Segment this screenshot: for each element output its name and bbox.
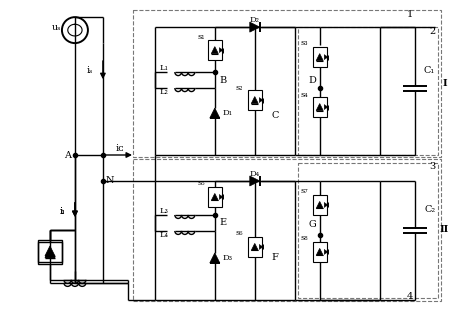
Bar [313,195,327,215]
Text: s₇: s₇ [300,187,308,195]
Polygon shape [211,47,218,53]
Text: uₛ: uₛ [52,23,62,32]
Text: iₛ: iₛ [87,66,93,75]
Text: F: F [271,253,278,262]
Text: L₂: L₂ [160,88,169,96]
Polygon shape [211,193,218,201]
Bar [133,159,440,301]
Text: D₁: D₁ [223,109,233,117]
Text: D: D [309,76,317,85]
Text: N: N [106,176,114,185]
Polygon shape [259,244,263,249]
Bar [38,240,62,262]
Polygon shape [250,176,260,186]
Text: I: I [442,79,447,88]
Text: s₅: s₅ [197,179,205,187]
Text: L₃: L₃ [160,207,169,215]
Text: iₗ: iₗ [59,207,65,216]
Polygon shape [259,98,263,103]
Text: D₃: D₃ [223,254,233,262]
Text: C: C [271,110,278,119]
Text: C₁: C₁ [424,66,435,75]
Polygon shape [251,244,258,250]
Text: C₂: C₂ [424,206,435,215]
Polygon shape [251,96,258,104]
Polygon shape [250,22,260,32]
Bar [298,163,438,298]
Text: 3: 3 [429,162,436,171]
Text: s₆: s₆ [235,229,243,237]
Text: 2: 2 [429,27,436,36]
Bar [313,97,327,117]
Bar [248,237,262,257]
Text: L₁: L₁ [160,64,169,72]
Text: iₗ: iₗ [59,207,65,216]
Text: L₄: L₄ [160,231,169,239]
Text: II: II [440,225,449,234]
Polygon shape [219,194,223,199]
Polygon shape [45,246,55,256]
Text: E: E [220,218,227,227]
Text: s₃: s₃ [300,39,308,47]
Bar [313,242,327,262]
Text: s₂: s₂ [235,84,243,92]
Bar [208,40,222,60]
Bar [38,242,62,264]
Polygon shape [316,104,323,110]
Text: A: A [65,151,71,160]
Text: s₁: s₁ [197,33,205,41]
Bar [208,187,222,207]
Bar [248,90,262,110]
Text: s₈: s₈ [300,234,308,242]
Polygon shape [324,249,328,254]
Polygon shape [210,108,220,118]
Text: iᴄ: iᴄ [115,143,124,152]
Text: D₂: D₂ [250,16,260,24]
Text: B: B [220,76,227,85]
Text: 4: 4 [406,292,413,301]
Text: 1: 1 [406,10,413,19]
Polygon shape [316,248,323,255]
Bar [133,10,440,157]
Polygon shape [45,248,55,258]
Polygon shape [324,104,328,109]
Text: D₄: D₄ [250,170,260,178]
Bar [313,47,327,67]
Polygon shape [316,53,323,61]
Text: G: G [309,220,317,230]
Bar [298,27,438,155]
Polygon shape [210,253,220,263]
Polygon shape [324,202,328,207]
Polygon shape [316,202,323,208]
Polygon shape [219,48,223,53]
Text: s₄: s₄ [300,91,308,99]
Polygon shape [324,55,328,60]
